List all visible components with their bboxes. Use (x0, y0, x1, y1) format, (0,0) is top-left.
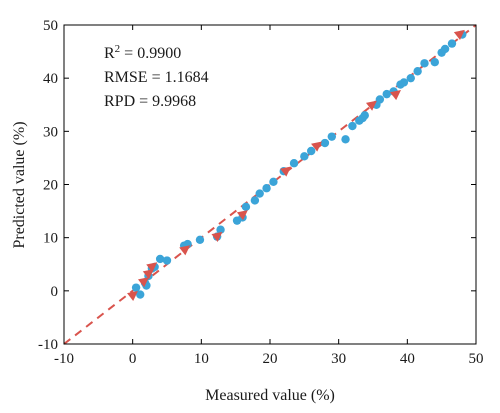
data-point (327, 132, 336, 141)
data-point (162, 256, 172, 265)
x-tick-label: 0 (129, 351, 137, 367)
x-tick-label: 50 (469, 351, 484, 367)
data-point (269, 177, 278, 187)
data-point (382, 89, 391, 99)
x-tick-label: 10 (194, 351, 209, 367)
y-tick-label: 0 (51, 284, 59, 300)
arrow-marker (390, 89, 401, 101)
data-point (420, 59, 429, 68)
y-tick-label: 50 (43, 18, 58, 34)
x-axis-title: Measured value (%) (205, 387, 335, 404)
data-point (430, 58, 439, 67)
data-point (413, 67, 422, 76)
arrow-marker (138, 277, 149, 288)
data-point (216, 225, 225, 234)
data-point (341, 135, 350, 144)
axis-ticks: -10 0 10 20 30 40 50 -10 0 10 20 30 40 50 (38, 18, 484, 367)
rpd-annotation: RPD = 9.9968 (104, 93, 196, 110)
data-point (155, 254, 165, 264)
x-tick-label: 20 (263, 351, 278, 367)
r2-prefix: R (104, 45, 115, 62)
arrow-marker (365, 100, 377, 111)
data-point (241, 202, 251, 212)
data-point (195, 235, 205, 244)
arrow-marker (453, 29, 465, 40)
data-point (320, 138, 330, 148)
y-tick-label: 10 (43, 231, 58, 247)
data-point (307, 146, 316, 156)
r2-superscript: 2 (115, 43, 121, 55)
data-marks (127, 29, 467, 302)
data-point (300, 152, 309, 161)
data-point (255, 189, 264, 198)
y-tick-label: -10 (38, 337, 58, 353)
arrow-marker (127, 290, 138, 302)
data-point (289, 159, 299, 168)
r2-annotation: R2 = 0.9900 (104, 43, 181, 62)
y-axis-title: Predicted value (%) (11, 121, 28, 248)
arrow-marker (142, 269, 154, 280)
arrow-marker (211, 231, 223, 243)
data-point (360, 111, 369, 120)
data-point (136, 290, 145, 299)
data-point (447, 39, 457, 48)
data-point (406, 73, 415, 83)
arrow-marker (236, 210, 248, 221)
arrow-marker (146, 262, 158, 273)
y-tick-label: 30 (43, 124, 58, 140)
arrow-marker (280, 166, 292, 177)
data-point (250, 196, 260, 205)
x-tick-label: -10 (54, 351, 74, 367)
x-tick-label: 40 (400, 351, 415, 367)
rmse-annotation: RMSE = 1.1684 (104, 69, 209, 86)
r2-value: = 0.9900 (120, 45, 181, 62)
data-point (440, 44, 450, 54)
data-point (348, 121, 357, 131)
arrow-marker (311, 141, 323, 152)
data-point (131, 283, 141, 292)
arrow-marker (179, 245, 191, 256)
y-tick-label: 40 (43, 71, 58, 87)
y-tick-label: 20 (43, 178, 58, 194)
x-tick-label: 30 (331, 351, 346, 367)
data-point (399, 78, 409, 87)
data-point (262, 184, 271, 193)
data-point (375, 95, 385, 104)
